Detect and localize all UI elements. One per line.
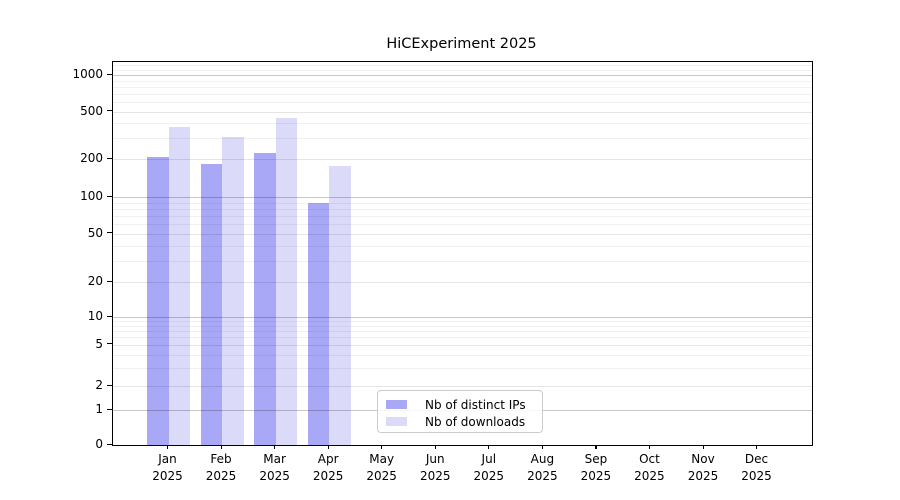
x-tick-mark-jan (167, 445, 169, 449)
y-tick-label-2: 2 (95, 378, 103, 392)
gridline-y-30 (113, 260, 812, 262)
bar-jan-downloads (168, 126, 190, 445)
gridline-y-6 (113, 337, 812, 339)
x-tick-mark-jun (434, 445, 436, 449)
x-tick-label-mar: Mar 2025 (259, 452, 290, 483)
bar-apr-downloads (329, 165, 351, 445)
x-tick-mark-nov (702, 445, 704, 449)
gridline-y-60 (113, 224, 812, 226)
x-tick-mark-feb (220, 445, 222, 449)
y-tick-label-1: 1 (95, 402, 103, 416)
legend: Nb of distinct IPs Nb of downloads (377, 390, 543, 433)
gridline-y-600 (113, 102, 812, 104)
gridline-y-7 (113, 331, 812, 333)
plot-area (112, 61, 813, 446)
gridline-y-8 (113, 325, 812, 327)
y-tick-mark-1000 (107, 73, 112, 75)
y-tick-label-50: 50 (87, 225, 103, 240)
gridline-y-5 (113, 344, 812, 346)
x-tick-label-aug: Aug 2025 (527, 452, 558, 483)
x-tick-label-may: May 2025 (366, 452, 397, 483)
gridline-y-70 (113, 215, 812, 217)
x-tick-mark-dec (756, 445, 758, 449)
legend-swatch-downloads-icon (386, 416, 407, 427)
y-tick-mark-2 (107, 384, 112, 386)
y-tick-label-20: 20 (87, 274, 103, 289)
gridline-y-10 (113, 317, 812, 318)
gridline-y-20 (113, 282, 812, 284)
x-tick-mark-aug (541, 445, 544, 449)
gridline-y-80 (113, 208, 812, 210)
gridline-y-4 (113, 354, 812, 356)
gridline-y-800 (113, 86, 812, 88)
x-tick-mark-may (381, 445, 383, 449)
y-tick-label-10: 10 (87, 309, 103, 323)
gridline-y-40 (113, 245, 812, 247)
gridline-y-700 (113, 93, 812, 95)
y-tick-mark-100 (107, 195, 112, 197)
gridline-y-200 (113, 159, 812, 161)
x-tick-label-apr: Apr 2025 (312, 452, 344, 483)
gridline-y-900 (113, 80, 812, 82)
y-tick-label-5: 5 (95, 336, 103, 351)
gridline-y-2 (113, 386, 812, 387)
x-tick-label-jun: Jun 2025 (419, 452, 451, 483)
gridline-y-1000 (113, 75, 812, 76)
chart-title: HiCExperiment 2025 (386, 36, 537, 52)
y-tick-mark-1 (107, 408, 112, 410)
x-tick-label-nov: Nov 2025 (687, 452, 719, 483)
legend-label-distinct-ips: Nb of distinct IPs (425, 397, 526, 412)
y-tick-mark-500 (107, 110, 112, 112)
gridline-y-90 (113, 202, 812, 204)
x-tick-mark-jul (488, 445, 490, 449)
gridline-y-400 (113, 123, 812, 125)
bar-mar-distinct-ips (254, 152, 276, 445)
gridline-y-100 (113, 197, 812, 198)
legend-swatch-distinct-ips-icon (386, 399, 407, 410)
x-tick-label-jan: Jan 2025 (152, 452, 183, 483)
y-tick-label-500: 500 (80, 103, 103, 118)
gridline-y-3 (113, 367, 812, 369)
y-tick-mark-0 (107, 443, 112, 445)
gridline-y-300 (113, 138, 812, 140)
gridline-y-500 (113, 111, 812, 113)
y-tick-label-1000: 1000 (72, 67, 103, 81)
gridline-y-50 (113, 233, 812, 235)
x-tick-mark-sep (595, 445, 597, 449)
x-tick-label-sep: Sep 2025 (580, 452, 612, 483)
x-tick-mark-oct (648, 445, 651, 449)
bar-jan-distinct-ips (147, 157, 169, 445)
gridline-y-1100 (113, 69, 812, 71)
legend-label-downloads: Nb of downloads (425, 414, 526, 429)
legend-item-distinct-ips: Nb of distinct IPs (386, 396, 534, 413)
bar-mar-downloads (275, 117, 298, 445)
y-tick-label-200: 200 (80, 151, 103, 166)
x-tick-label-dec: Dec 2025 (741, 452, 772, 483)
x-tick-mark-apr (327, 445, 329, 449)
bar-feb-downloads (222, 137, 244, 445)
y-tick-mark-10 (107, 315, 112, 317)
y-tick-mark-50 (107, 232, 112, 234)
y-tick-label-100: 100 (80, 189, 103, 203)
x-tick-label-jul: Jul 2025 (473, 452, 505, 483)
legend-item-downloads: Nb of downloads (386, 413, 534, 430)
x-tick-label-oct: Oct 2025 (634, 452, 665, 483)
y-tick-label-0: 0 (95, 437, 103, 451)
gridline-y-1200 (113, 65, 812, 67)
x-tick-label-feb: Feb 2025 (205, 452, 237, 483)
y-tick-mark-5 (107, 343, 112, 345)
x-tick-mark-mar (274, 445, 276, 449)
gridline-y-9 (113, 321, 812, 323)
bar-apr-distinct-ips (307, 203, 330, 445)
y-tick-mark-20 (107, 280, 112, 282)
bar-feb-distinct-ips (200, 163, 223, 445)
y-tick-mark-200 (107, 157, 112, 159)
